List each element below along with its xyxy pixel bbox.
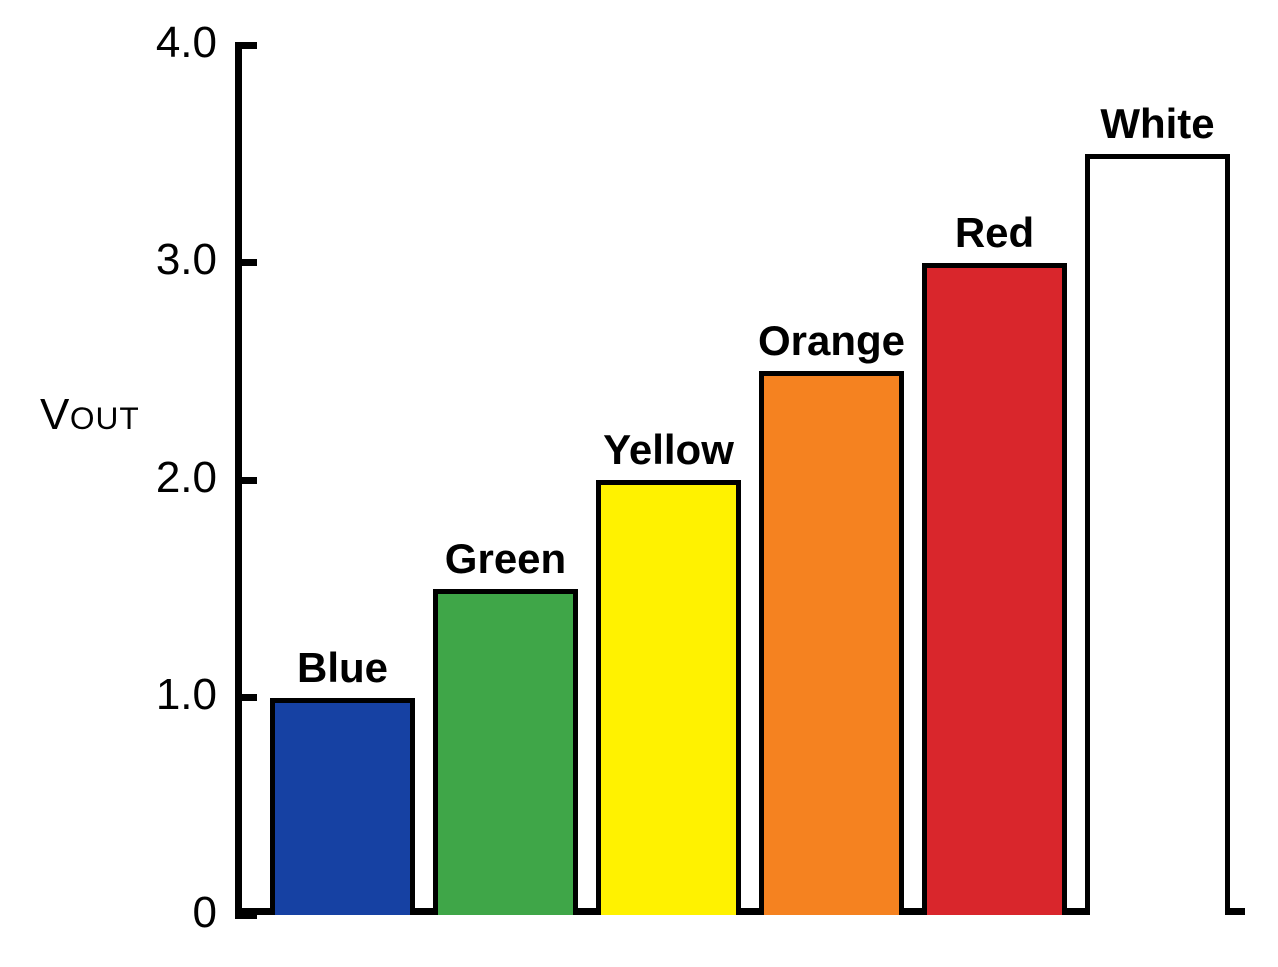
bar-label: Orange: [758, 317, 905, 365]
bar-slot: Red: [922, 45, 1067, 915]
plot-area: 01.02.03.04.0 BlueGreenYellowOrangeRedWh…: [235, 45, 1245, 915]
bar: [270, 698, 415, 916]
bars-container: Blue Green Yellow Orange Red White: [270, 45, 1230, 915]
bar-label: Yellow: [603, 426, 734, 474]
bar-slot: Blue: [270, 45, 415, 915]
y-tick-label: 1.0: [97, 670, 217, 720]
bar-label: Blue: [297, 644, 388, 692]
y-tick-label: 0: [97, 888, 217, 938]
vout-bar-chart: VOUT 0 1.0 2.0 3.0 4.0 Blue Green Yellow Orange…: [0, 0, 1278, 967]
bar-label: Green: [445, 535, 566, 583]
y-tick-mark: [235, 42, 257, 49]
y-tick-label: 3.0: [97, 235, 217, 285]
y-tick-mark: [235, 694, 257, 701]
bar: [433, 589, 578, 915]
bar-slot: Yellow: [596, 45, 741, 915]
bar-label: White: [1100, 100, 1214, 148]
y-tick-mark: [235, 259, 257, 266]
bar: [759, 371, 904, 915]
bar: [1085, 154, 1230, 915]
bar-slot: Orange: [759, 45, 904, 915]
y-axis-label: VOUT: [40, 390, 140, 440]
y-axis-label-sub: OUT: [70, 400, 140, 436]
y-tick-label: 2.0: [97, 453, 217, 503]
y-tick-label: 4.0: [97, 18, 217, 68]
bar-label: Red: [955, 209, 1034, 257]
bar: [922, 263, 1067, 916]
y-axis-label-main: V: [40, 390, 70, 439]
bar: [596, 480, 741, 915]
y-tick-mark: [235, 912, 257, 919]
bar-slot: Green: [433, 45, 578, 915]
bar-slot: White: [1085, 45, 1230, 915]
y-tick-mark: [235, 477, 257, 484]
